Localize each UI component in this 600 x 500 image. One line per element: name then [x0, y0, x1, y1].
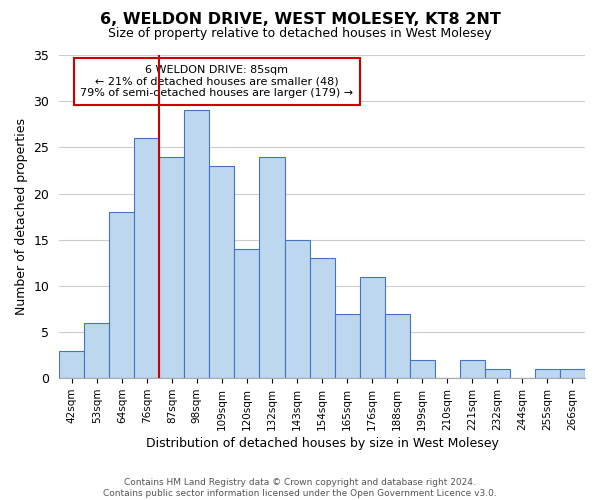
Bar [535, 369, 560, 378]
Text: 6 WELDON DRIVE: 85sqm
← 21% of detached houses are smaller (48)
79% of semi-deta: 6 WELDON DRIVE: 85sqm ← 21% of detached … [80, 64, 353, 98]
Bar [259, 156, 284, 378]
Bar [385, 314, 410, 378]
Bar [485, 369, 510, 378]
Bar [109, 212, 134, 378]
Bar [284, 240, 310, 378]
Bar [410, 360, 435, 378]
Bar [460, 360, 485, 378]
Bar [235, 249, 259, 378]
Text: Size of property relative to detached houses in West Molesey: Size of property relative to detached ho… [108, 28, 492, 40]
Bar [209, 166, 235, 378]
Bar [310, 258, 335, 378]
X-axis label: Distribution of detached houses by size in West Molesey: Distribution of detached houses by size … [146, 437, 499, 450]
Bar [84, 323, 109, 378]
Text: Contains HM Land Registry data © Crown copyright and database right 2024.
Contai: Contains HM Land Registry data © Crown c… [103, 478, 497, 498]
Text: 6, WELDON DRIVE, WEST MOLESEY, KT8 2NT: 6, WELDON DRIVE, WEST MOLESEY, KT8 2NT [100, 12, 500, 28]
Bar [160, 156, 184, 378]
Y-axis label: Number of detached properties: Number of detached properties [15, 118, 28, 315]
Bar [134, 138, 160, 378]
Bar [184, 110, 209, 378]
Bar [335, 314, 359, 378]
Bar [560, 369, 585, 378]
Bar [359, 276, 385, 378]
Bar [59, 350, 84, 378]
